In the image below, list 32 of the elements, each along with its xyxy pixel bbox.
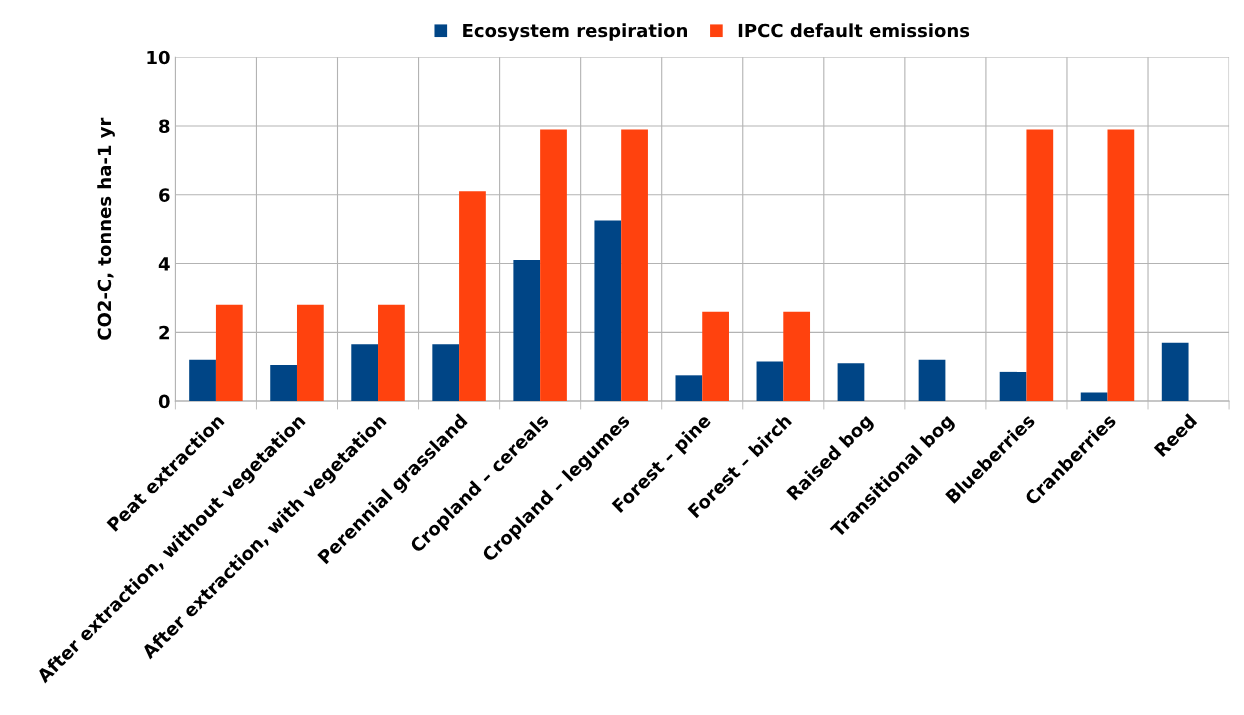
bar — [378, 304, 405, 402]
bar — [783, 311, 811, 402]
bar — [1161, 342, 1189, 402]
y-tick-label: 0 — [158, 394, 170, 409]
bar — [432, 344, 460, 402]
bar — [918, 359, 946, 402]
bar — [594, 220, 622, 402]
bar — [1026, 129, 1054, 402]
y-tick-label: 10 — [147, 50, 170, 65]
bar — [999, 371, 1027, 402]
bar — [621, 129, 648, 402]
bar — [1107, 129, 1135, 402]
bar — [702, 311, 729, 402]
legend-label: IPCC default emissions — [738, 23, 970, 38]
bar — [837, 363, 865, 402]
bar — [513, 260, 541, 402]
bar — [459, 191, 486, 402]
y-tick-label: 6 — [159, 188, 170, 202]
bar — [351, 344, 379, 402]
bar — [189, 359, 216, 402]
bar — [1080, 392, 1108, 402]
bar — [540, 129, 567, 402]
y-tick-label: 4 — [158, 257, 170, 271]
bar — [296, 304, 324, 402]
bar — [675, 375, 703, 402]
y-tick-label: 2 — [159, 325, 169, 340]
bar — [756, 361, 784, 402]
y-axis-title: CO2-C, tonnes ha-1 yr — [97, 117, 115, 340]
bar — [270, 365, 297, 402]
bar — [215, 304, 243, 402]
y-tick-label: 8 — [159, 119, 170, 134]
legend-label: Ecosystem respiration — [463, 23, 687, 41]
